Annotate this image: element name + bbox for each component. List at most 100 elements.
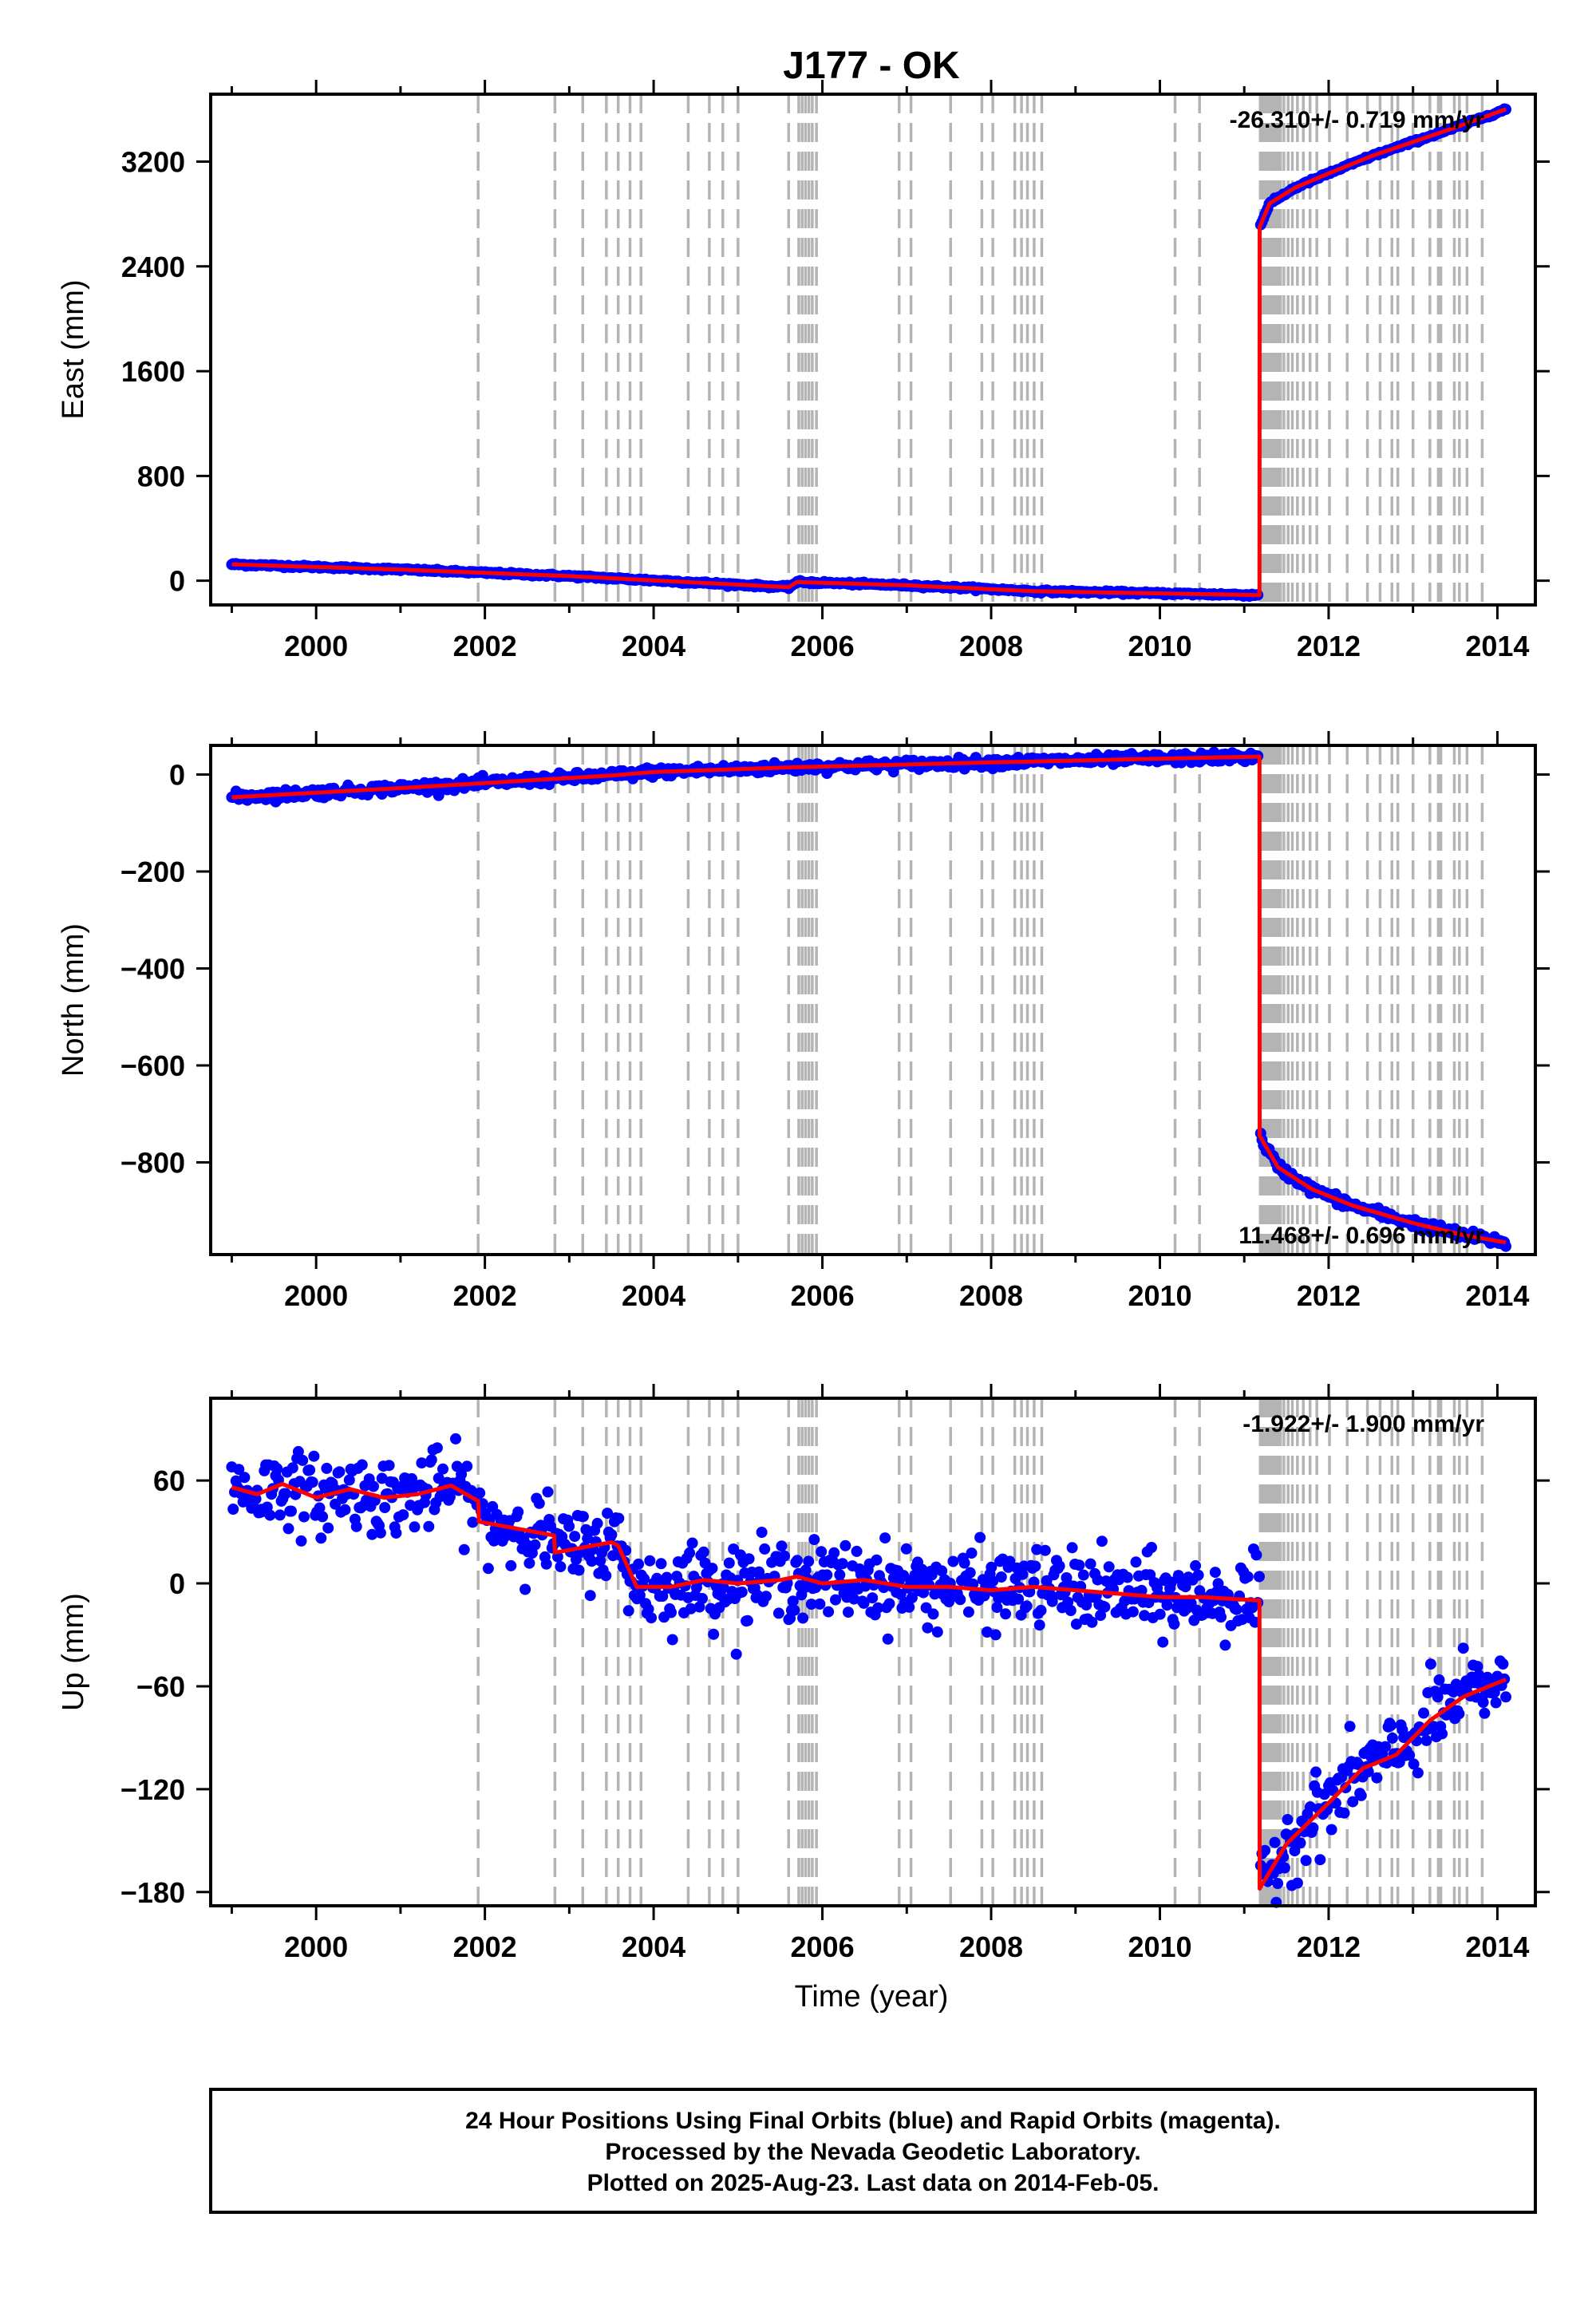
- data-point: [858, 1597, 870, 1609]
- data-point: [787, 1595, 799, 1607]
- data-point: [978, 1590, 990, 1602]
- y-tick-label: −180: [120, 1876, 185, 1909]
- data-point: [1371, 1772, 1383, 1784]
- data-point: [1215, 1611, 1227, 1623]
- data-point: [482, 1563, 494, 1575]
- data-point: [1157, 1636, 1169, 1648]
- data-point: [356, 1459, 368, 1471]
- data-point: [666, 1607, 677, 1618]
- rate-label: -26.310+/- 0.719 mm/yr: [1230, 107, 1485, 133]
- y-tick-label: −200: [120, 856, 185, 888]
- data-point: [697, 1546, 709, 1558]
- data-point: [1066, 1542, 1078, 1554]
- data-point: [797, 1612, 809, 1624]
- data-point: [1219, 1639, 1231, 1651]
- data-point: [286, 1505, 297, 1517]
- x-tick-label: 2006: [791, 1931, 855, 1963]
- data-point: [474, 1487, 486, 1499]
- data-point: [1035, 1604, 1047, 1616]
- data-point: [882, 1633, 894, 1645]
- data-points: [226, 746, 1511, 1252]
- data-point: [600, 1570, 612, 1582]
- data-point: [772, 1607, 784, 1619]
- data-point: [1386, 1732, 1398, 1744]
- data-point: [321, 1462, 333, 1474]
- data-point: [374, 1527, 386, 1539]
- data-point: [1212, 1578, 1224, 1590]
- data-point: [1420, 1734, 1432, 1746]
- data-point: [540, 1558, 552, 1570]
- data-point: [839, 1539, 851, 1551]
- model-line: [231, 1481, 1507, 1891]
- data-point: [792, 1555, 803, 1567]
- data-point: [1086, 1616, 1098, 1628]
- y-axis-label: Up (mm): [57, 1593, 90, 1711]
- data-point: [1325, 1824, 1337, 1836]
- data-point: [308, 1450, 320, 1462]
- data-point: [1500, 1691, 1511, 1703]
- data-point: [1099, 1601, 1111, 1613]
- x-tick-label: 2000: [284, 1931, 348, 1963]
- data-point: [582, 1532, 594, 1544]
- panel-frame: [209, 1397, 1537, 1907]
- data-point: [250, 1493, 262, 1505]
- data-point: [523, 1557, 535, 1569]
- data-point: [800, 1564, 812, 1576]
- data-point: [315, 1532, 327, 1544]
- data-point: [883, 1598, 895, 1610]
- footer-line-1: 24 Hour Positions Using Final Orbits (bl…: [465, 2108, 1281, 2134]
- data-point: [1479, 1707, 1491, 1719]
- data-point: [366, 1528, 378, 1540]
- x-tick-label: 2014: [1465, 1931, 1529, 1963]
- offset-lines: [476, 745, 1484, 1255]
- data-point: [1433, 1674, 1445, 1686]
- footer-line-3: Plotted on 2025-Aug-23. Last data on 201…: [587, 2170, 1159, 2196]
- data-point: [759, 1543, 771, 1555]
- data-point: [239, 1472, 251, 1484]
- data-point: [376, 1472, 388, 1484]
- data-point: [851, 1545, 863, 1557]
- data-point: [990, 1629, 1001, 1641]
- data-point: [1046, 1595, 1058, 1607]
- data-point: [1269, 1836, 1281, 1848]
- data-point: [906, 1592, 918, 1603]
- data-point: [1307, 1822, 1319, 1834]
- data-point: [1254, 1571, 1265, 1583]
- data-point: [1282, 1814, 1294, 1825]
- data-point: [966, 1547, 978, 1559]
- data-point: [995, 1571, 1007, 1583]
- data-point: [1004, 1555, 1016, 1567]
- data-point: [1497, 1658, 1509, 1670]
- footer-frame: [209, 2088, 1537, 2214]
- data-point: [1121, 1571, 1133, 1583]
- east-panel: 2000 2002 2004 2006 2008 2010 2012 2014 0 800 1600…: [57, 80, 1550, 662]
- data-point: [830, 1594, 841, 1606]
- x-tick-label: 2000: [284, 630, 348, 662]
- data-point: [1385, 1719, 1397, 1731]
- panel-frame: [209, 93, 1537, 607]
- x-tick-label: 2002: [453, 630, 517, 662]
- data-point: [814, 1598, 826, 1610]
- data-point: [1033, 1619, 1045, 1631]
- x-tick-label: 2010: [1128, 1931, 1191, 1963]
- data-point: [684, 1547, 696, 1559]
- data-point: [1231, 1603, 1242, 1615]
- data-point: [743, 1553, 755, 1565]
- data-point: [964, 1567, 976, 1579]
- data-point: [555, 1561, 567, 1573]
- data-point: [1031, 1543, 1043, 1555]
- data-point: [958, 1557, 970, 1569]
- data-point: [529, 1539, 541, 1551]
- data-point: [1039, 1544, 1051, 1556]
- data-point: [1065, 1605, 1077, 1616]
- data-point: [1029, 1560, 1041, 1572]
- data-point: [271, 1463, 283, 1475]
- y-ticks: 0 800 1600 2400 3200: [121, 146, 1550, 598]
- data-point: [1418, 1707, 1429, 1719]
- data-point: [1338, 1807, 1350, 1819]
- model-line: [231, 107, 1507, 598]
- data-point: [657, 1591, 669, 1602]
- x-tick-label: 2006: [791, 630, 855, 662]
- data-point: [872, 1602, 884, 1614]
